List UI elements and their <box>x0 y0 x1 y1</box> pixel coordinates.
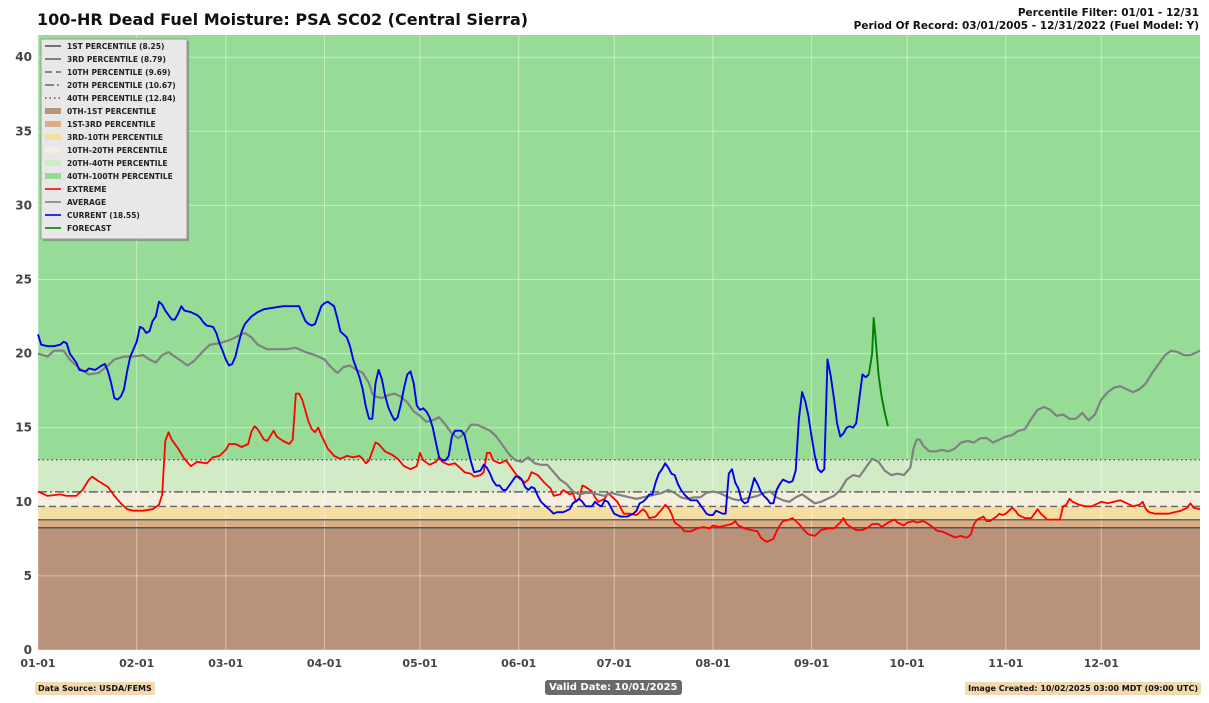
header-info: Percentile Filter: 01/01 - 12/31 Period … <box>854 7 1199 33</box>
chart-axes: 0 5 10 15 20 25 30 35 40 01-01 02-01 03-01 04-01 05-0… <box>15 50 1119 670</box>
chart-legend: 1ST PERCENTILE (8.25) 3RD PERCENTILE (8.7… <box>40 38 189 241</box>
legend-label: 40TH-100TH PERCENTILE <box>67 172 173 181</box>
current-line <box>37 300 870 518</box>
legend-label: 3RD PERCENTILE (8.79) <box>67 55 166 64</box>
legend-label: 10TH PERCENTILE (9.69) <box>67 68 171 77</box>
y-tick-label: 10 <box>15 495 32 509</box>
band-6 <box>38 35 1200 460</box>
legend-label: FORECAST <box>67 224 112 233</box>
period-of-record-text: Period Of Record: 03/01/2005 - 12/31/202… <box>853 20 1199 32</box>
band-2 <box>38 519 1200 528</box>
band-3 <box>38 506 1200 520</box>
x-tick-label: 09-01 <box>794 657 829 670</box>
legend-label: AVERAGE <box>67 198 106 207</box>
chart-grid <box>37 35 1200 651</box>
data-series <box>37 300 1201 543</box>
y-tick-label: 5 <box>24 569 32 583</box>
band-5 <box>38 459 1200 492</box>
legend-label: 1ST PERCENTILE (8.25) <box>67 42 164 51</box>
percentile-bands <box>38 35 1200 650</box>
y-tick-label: 0 <box>24 643 32 657</box>
x-tick-label: 10-01 <box>890 657 925 670</box>
x-tick-label: 06-01 <box>501 657 536 670</box>
legend-label: 10TH-20TH PERCENTILE <box>67 146 168 155</box>
legend-patch-swatch <box>45 173 61 179</box>
legend-patch-swatch <box>45 108 61 114</box>
legend-label: 1ST-3RD PERCENTILE <box>67 120 156 129</box>
legend-patch-swatch <box>45 121 61 127</box>
y-tick-label: 30 <box>15 198 32 212</box>
percentile-lines <box>38 459 1200 529</box>
legend-label: 20TH PERCENTILE (10.67) <box>67 81 176 90</box>
band-1 <box>38 527 1200 650</box>
x-tick-label: 12-01 <box>1084 657 1119 670</box>
legend-label: EXTREME <box>67 185 107 194</box>
x-tick-label: 08-01 <box>695 657 730 670</box>
y-tick-label: 25 <box>15 273 32 287</box>
forecast-line <box>867 317 889 427</box>
legend-label: 3RD-10TH PERCENTILE <box>67 133 163 142</box>
x-tick-label: 07-01 <box>597 657 632 670</box>
x-tick-label: 01-01 <box>20 657 55 670</box>
y-tick-label: 20 <box>15 347 32 361</box>
legend-label: CURRENT (18.55) <box>67 211 140 220</box>
legend-label: 40TH PERCENTILE (12.84) <box>67 94 176 103</box>
x-tick-label: 02-01 <box>119 657 154 670</box>
legend-patch-swatch <box>45 134 61 140</box>
legend-label: 0TH-1ST PERCENTILE <box>67 107 156 116</box>
legend-patch-swatch <box>45 147 61 153</box>
y-tick-label: 40 <box>15 50 32 64</box>
y-tick-label: 15 <box>15 421 32 435</box>
extreme-line <box>37 392 1201 543</box>
image-created-label: Image Created: 10/02/2025 03:00 MDT (09:… <box>965 682 1201 695</box>
legend-patch-swatch <box>45 160 61 166</box>
valid-date-badge: Valid Date: 10/01/2025 <box>545 680 682 695</box>
legend-label: 20TH-40TH PERCENTILE <box>67 159 168 168</box>
x-tick-label: 11-01 <box>988 657 1023 670</box>
page-title: 100-HR Dead Fuel Moisture: PSA SC02 (Cen… <box>37 10 529 29</box>
y-tick-label: 35 <box>15 124 32 138</box>
x-tick-label: 04-01 <box>307 657 342 670</box>
band-4 <box>38 491 1200 507</box>
x-tick-label: 03-01 <box>208 657 243 670</box>
percentile-filter-text: Percentile Filter: 01/01 - 12/31 <box>1017 7 1199 19</box>
data-source-label: Data Source: USDA/FEMS <box>35 682 155 695</box>
legend-box <box>40 38 188 240</box>
x-tick-label: 05-01 <box>402 657 437 670</box>
